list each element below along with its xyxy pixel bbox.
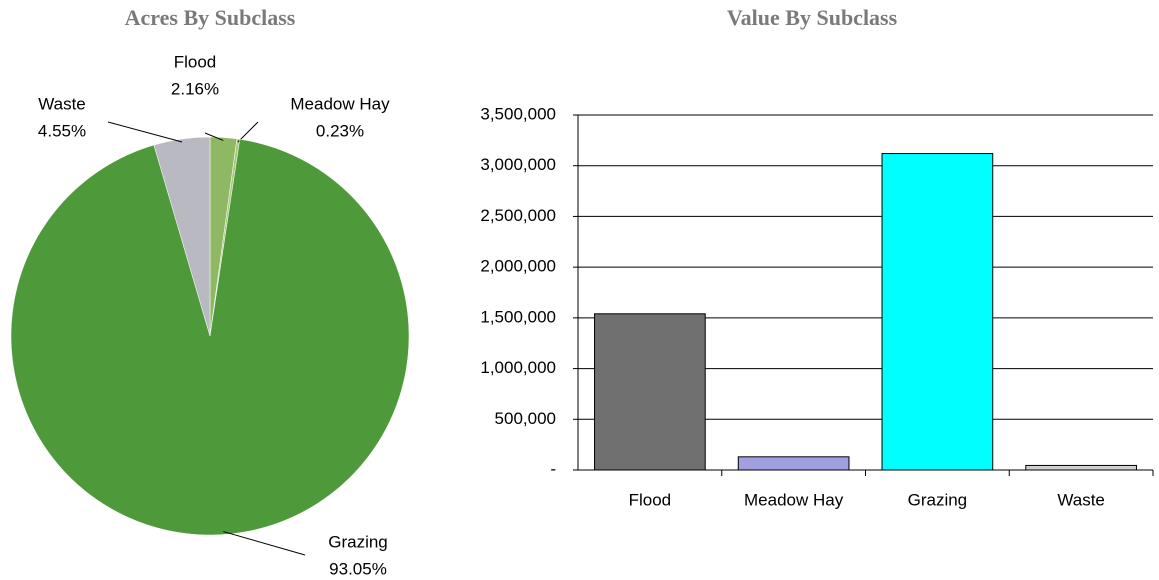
y-tick-label: 2,500,000: [480, 206, 556, 225]
bar: [1026, 465, 1137, 470]
x-tick-label: Waste: [1057, 490, 1105, 509]
chart-title: Acres By Subclass: [125, 5, 296, 30]
leader-line: [223, 532, 305, 555]
y-tick-label: -: [550, 459, 556, 478]
y-tick-label: 3,000,000: [480, 155, 556, 174]
bar: [595, 314, 706, 470]
pie-value-label: 2.16%: [171, 79, 219, 98]
y-tick-label: 500,000: [495, 409, 556, 428]
pie-label: Grazing: [328, 532, 388, 551]
pie-label: Waste: [38, 94, 86, 113]
y-tick-label: 1,500,000: [480, 307, 556, 326]
pie-value-label: 93.05%: [329, 559, 387, 578]
y-tick-label: 3,500,000: [480, 104, 556, 123]
leader-line: [108, 122, 182, 142]
pie-label: Meadow Hay: [290, 94, 390, 113]
bar: [738, 457, 849, 470]
pie-value-label: 0.23%: [316, 121, 364, 140]
x-tick-label: Flood: [629, 490, 672, 509]
bar: [882, 154, 993, 470]
pie-value-label: 4.55%: [38, 121, 86, 140]
leader-line: [238, 122, 258, 142]
x-tick-label: Grazing: [908, 490, 968, 509]
pie-label: Flood: [174, 52, 217, 71]
y-tick-label: 2,000,000: [480, 257, 556, 276]
chart-title: Value By Subclass: [727, 5, 898, 30]
chart-page: Acres By Subclass Value By Subclass Floo…: [0, 0, 1159, 580]
x-tick-label: Meadow Hay: [744, 490, 844, 509]
y-tick-label: 1,000,000: [480, 358, 556, 377]
